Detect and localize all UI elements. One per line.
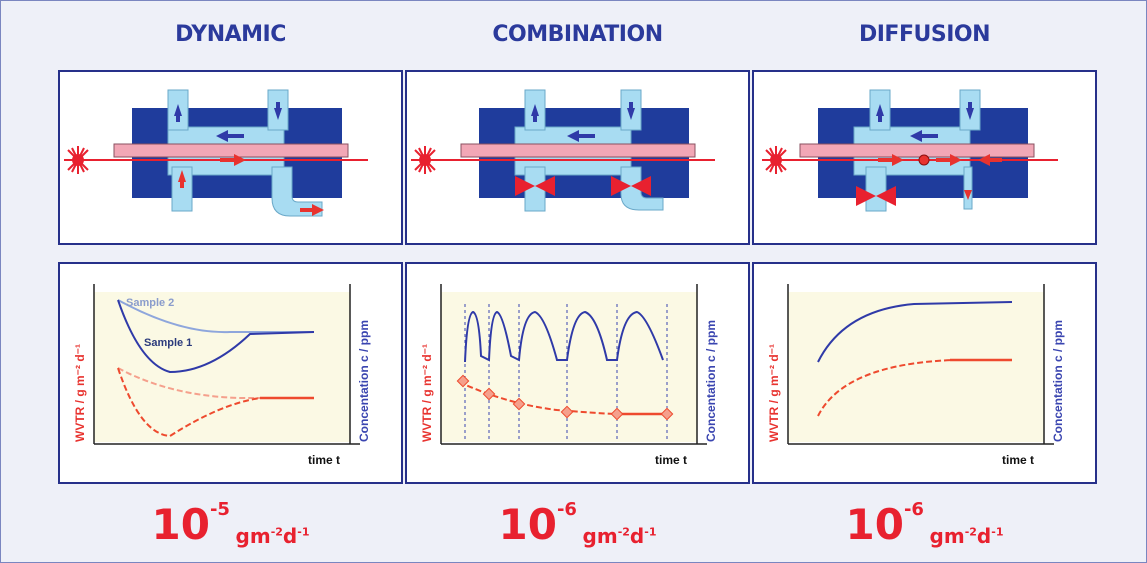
- plot-area: [788, 292, 1044, 442]
- curve-sample-1: [117, 299, 315, 374]
- inlet-port-bottom: [171, 166, 193, 212]
- rate-unit: gm-2d-1: [930, 524, 1004, 548]
- flow-arrows-red: [878, 154, 1002, 200]
- outlet-port-bottom: [271, 166, 323, 217]
- graph-dynamic: Sample 2 Sample 1 WVTR / g m⁻² d⁻¹ Conce…: [58, 262, 403, 484]
- unit-d: d: [282, 524, 298, 548]
- graph-combination: WVTR / g m⁻² d⁻¹ Concentation c / ppm ti…: [405, 262, 750, 484]
- sample-film: [460, 143, 696, 158]
- inlet-port-bottom: [865, 166, 887, 212]
- y-left-label: WVTR / g m⁻² d⁻¹: [767, 344, 781, 442]
- valve-icon: [515, 176, 651, 196]
- scheme-combination: [405, 70, 750, 245]
- x-label: time t: [308, 453, 340, 467]
- column-dynamic: DYNAMIC: [58, 0, 403, 563]
- unit-d: d: [976, 524, 992, 548]
- flow-arrows-blue: [174, 102, 282, 142]
- flow-arrows-blue: [531, 102, 635, 142]
- y-right-label: Concentation c / ppm: [704, 320, 718, 442]
- rate-base: 10: [845, 500, 904, 549]
- plot-area: [94, 292, 350, 442]
- column-title: COMBINATION: [492, 22, 663, 47]
- column-title: DIFFUSION: [858, 22, 991, 47]
- scheme-diffusion-drawing: [762, 89, 1058, 212]
- rate-combination: 10-6 gm-2d-1: [405, 499, 750, 549]
- rate-exponent: -5: [209, 499, 230, 520]
- valve-icon: [856, 186, 896, 206]
- rate-base: 10: [498, 500, 557, 549]
- concentration-curve: [817, 301, 1013, 363]
- unit-exp-2: -1: [991, 525, 1004, 539]
- label-sample-2: Sample 2: [126, 297, 174, 309]
- scheme-diffusion: [752, 70, 1097, 245]
- outlet-port-bottom: [620, 166, 664, 211]
- unit-exp-2: -1: [297, 525, 310, 539]
- graph-diffusion: WVTR / g m⁻² d⁻¹ Concentation c / ppm ti…: [752, 262, 1097, 484]
- label-sample-1: Sample 1: [144, 337, 192, 349]
- x-label: time t: [1002, 453, 1034, 467]
- graph-dynamic-drawing: Sample 2 Sample 1 WVTR / g m⁻² d⁻¹ Conce…: [73, 284, 371, 467]
- scheme-dynamic-drawing: [64, 89, 368, 217]
- plot-area: [441, 292, 697, 442]
- sample-points: [456, 374, 674, 421]
- unit-exp-1: -2: [617, 525, 630, 539]
- wvtr-curve: [817, 359, 955, 417]
- laser-source-icon: [411, 146, 439, 174]
- sample-film: [113, 143, 349, 158]
- sensor-port: [963, 166, 973, 210]
- unit-exp-2: -1: [644, 525, 657, 539]
- column-title: DYNAMIC: [175, 22, 286, 47]
- rate-exponent: -6: [903, 499, 924, 520]
- rate-unit: gm-2d-1: [583, 524, 657, 548]
- scheme-dynamic: [58, 70, 403, 245]
- curve-sample-2: [117, 299, 314, 334]
- unit-exp-1: -2: [270, 525, 283, 539]
- sample-film: [799, 143, 1035, 158]
- graph-diffusion-drawing: WVTR / g m⁻² d⁻¹ Concentation c / ppm ti…: [767, 284, 1065, 467]
- y-right-label: Concentation c / ppm: [1051, 320, 1065, 442]
- rate-dynamic: 10-5 gm-2d-1: [58, 499, 403, 549]
- unit-gm: gm: [235, 524, 271, 548]
- wvtr-sample-2: [117, 367, 270, 399]
- rate-unit: gm-2d-1: [236, 524, 310, 548]
- concentration-curve: [464, 310, 664, 363]
- laser-source-icon: [762, 146, 790, 174]
- flow-arrows-blue: [876, 102, 974, 142]
- y-right-label: Concentation c / ppm: [357, 320, 371, 442]
- rate-diffusion: 10-6 gm-2d-1: [752, 499, 1097, 549]
- graph-combination-drawing: WVTR / g m⁻² d⁻¹ Concentation c / ppm ti…: [420, 284, 718, 467]
- unit-exp-1: -2: [964, 525, 977, 539]
- unit-d: d: [629, 524, 645, 548]
- scheme-combination-drawing: [411, 89, 715, 212]
- rate-exponent: -6: [556, 499, 577, 520]
- rate-base: 10: [151, 500, 210, 549]
- wvtr-sample-1: [117, 367, 261, 438]
- x-label: time t: [655, 453, 687, 467]
- column-combination: COMBINATION: [405, 0, 750, 563]
- y-left-label: WVTR / g m⁻² d⁻¹: [420, 344, 434, 442]
- y-left-label: WVTR / g m⁻² d⁻¹: [73, 344, 87, 442]
- unit-gm: gm: [582, 524, 618, 548]
- unit-gm: gm: [929, 524, 965, 548]
- flow-arrows-red: [178, 154, 324, 216]
- column-diffusion: DIFFUSION: [752, 0, 1097, 563]
- laser-source-icon: [64, 146, 92, 174]
